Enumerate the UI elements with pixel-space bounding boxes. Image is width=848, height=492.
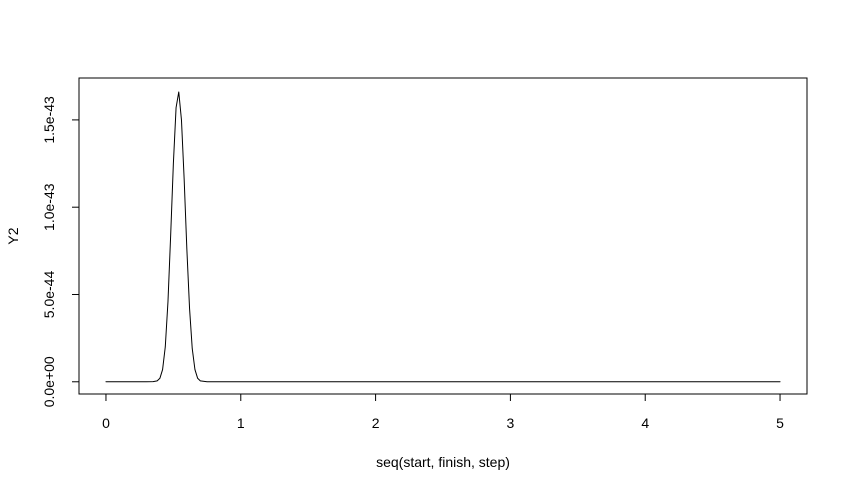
x-tick-label: 2 bbox=[372, 415, 380, 431]
y-tick-label: 5.0e-44 bbox=[41, 271, 57, 319]
x-tick-label: 3 bbox=[507, 415, 515, 431]
y-axis: 0.0e+00 5.0e-44 1.0e-43 1.5e-43 bbox=[41, 96, 80, 407]
series-line bbox=[105, 91, 781, 383]
y-tick-label: 0.0e+00 bbox=[41, 356, 57, 407]
x-axis-title: seq(start, finish, step) bbox=[376, 454, 510, 470]
x-tick-label: 4 bbox=[641, 415, 649, 431]
x-axis: 0 1 2 3 4 5 bbox=[102, 393, 784, 431]
y-axis-title: Y2 bbox=[5, 227, 21, 244]
series-layer bbox=[105, 91, 781, 383]
y-tick-label: 1.0e-43 bbox=[41, 183, 57, 231]
x-tick-label: 1 bbox=[237, 415, 245, 431]
x-tick-label: 0 bbox=[102, 415, 110, 431]
x-tick-label: 5 bbox=[776, 415, 784, 431]
plot-frame bbox=[78, 77, 808, 395]
y-tick-label: 1.5e-43 bbox=[41, 96, 57, 144]
